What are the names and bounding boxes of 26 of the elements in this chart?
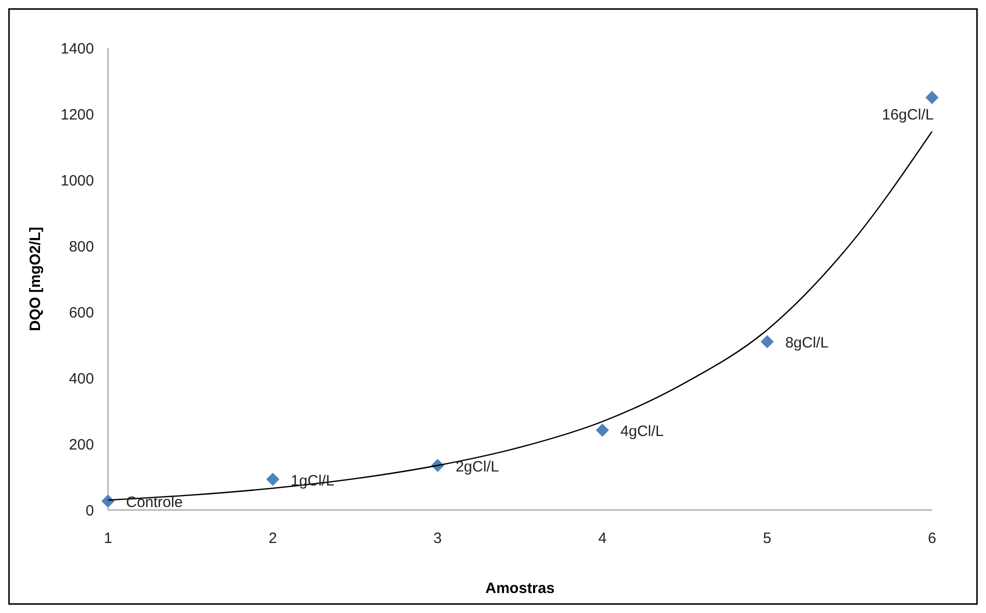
y-tick-label: 600 xyxy=(68,304,94,322)
y-tick-label: 200 xyxy=(68,436,94,454)
annotation: 8gCl/L xyxy=(785,334,829,352)
x-tick-label: 5 xyxy=(763,530,772,547)
y-tick-label: 400 xyxy=(68,370,94,388)
y-tick-label: 1400 xyxy=(60,40,94,58)
x-axis-title: Amostras xyxy=(485,580,555,597)
point xyxy=(596,424,609,437)
y-axis-title: DQO [mgO2/L] xyxy=(27,226,44,332)
annotation: Controle xyxy=(126,494,183,512)
point xyxy=(760,335,774,348)
y-tick-label: 1000 xyxy=(60,172,94,190)
x-tick-label: 6 xyxy=(928,530,936,547)
y-tick-label: 0 xyxy=(86,502,94,520)
point xyxy=(266,472,280,486)
point xyxy=(101,494,115,508)
y-tick-label: 1200 xyxy=(60,106,94,124)
point xyxy=(925,90,939,104)
annotation: 2gCl/L xyxy=(456,458,499,476)
x-tick-label: 4 xyxy=(598,530,607,547)
annotation: 16gCl/L xyxy=(882,106,934,124)
x-tick-label: 3 xyxy=(433,530,442,547)
x-tick-label: 2 xyxy=(268,530,277,547)
annotation: 4gCl/L xyxy=(620,423,664,440)
y-tick-label: 800 xyxy=(68,238,94,256)
x-tick-label: 1 xyxy=(104,530,112,547)
